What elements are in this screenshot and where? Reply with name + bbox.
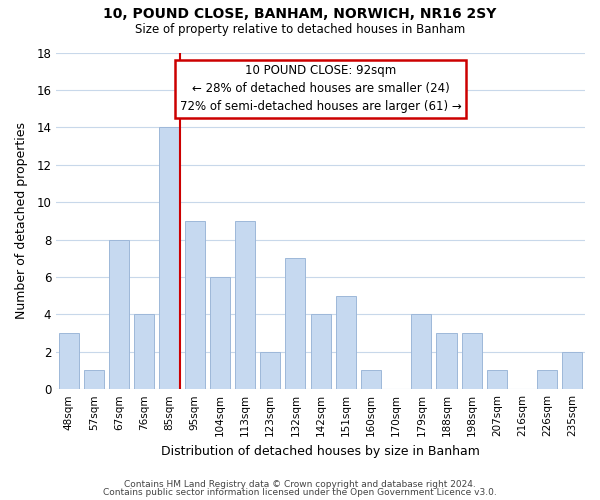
Bar (260, 352, 280, 389)
Text: Contains public sector information licensed under the Open Government Licence v3: Contains public sector information licen… (103, 488, 497, 497)
Text: Contains HM Land Registry data © Crown copyright and database right 2024.: Contains HM Land Registry data © Crown c… (124, 480, 476, 489)
Bar (210, 277, 230, 389)
Bar (160, 128, 179, 389)
Bar (109, 240, 129, 389)
Bar (235, 221, 255, 389)
Bar (134, 314, 154, 389)
Bar (311, 314, 331, 389)
Y-axis label: Number of detached properties: Number of detached properties (15, 122, 28, 320)
Bar (461, 333, 482, 389)
Bar (286, 258, 305, 389)
X-axis label: Distribution of detached houses by size in Banham: Distribution of detached houses by size … (161, 444, 480, 458)
Bar (59, 333, 79, 389)
Bar (361, 370, 381, 389)
Bar (487, 370, 507, 389)
Bar (537, 370, 557, 389)
Bar (436, 333, 457, 389)
Bar (562, 352, 583, 389)
Bar (185, 221, 205, 389)
Text: 10, POUND CLOSE, BANHAM, NORWICH, NR16 2SY: 10, POUND CLOSE, BANHAM, NORWICH, NR16 2… (103, 8, 497, 22)
Bar (84, 370, 104, 389)
Bar (411, 314, 431, 389)
Bar (336, 296, 356, 389)
Text: Size of property relative to detached houses in Banham: Size of property relative to detached ho… (135, 22, 465, 36)
Text: 10 POUND CLOSE: 92sqm
← 28% of detached houses are smaller (24)
72% of semi-deta: 10 POUND CLOSE: 92sqm ← 28% of detached … (180, 64, 461, 114)
